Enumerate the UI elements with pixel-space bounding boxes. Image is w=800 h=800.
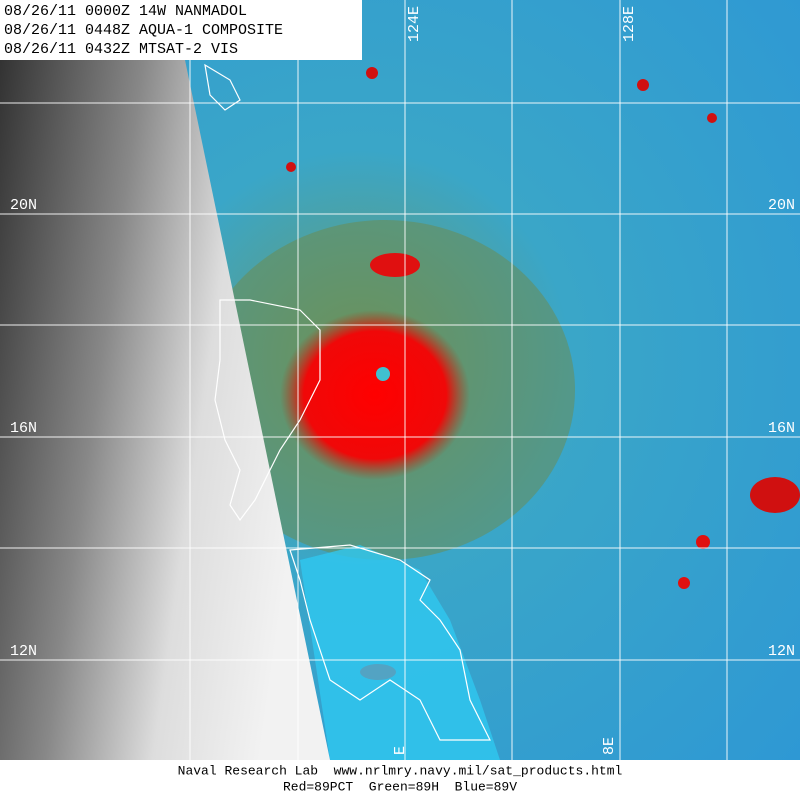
footer-line: Naval Research Lab www.nrlmry.navy.mil/s… <box>178 763 623 778</box>
convection <box>678 577 690 589</box>
coastline <box>214 299 321 522</box>
lat-label: 12N <box>768 643 795 660</box>
lon-label: 128E <box>621 6 638 42</box>
header-line: 08/26/11 0448Z AQUA-1 COMPOSITE <box>4 22 283 39</box>
header-line: 08/26/11 0432Z MTSAT-2 VIS <box>4 41 238 58</box>
convection <box>286 162 296 172</box>
typhoon-eye <box>376 367 390 381</box>
footer-box <box>0 760 800 800</box>
lat-label: 12N <box>10 643 37 660</box>
header-box <box>0 0 362 60</box>
lat-label: 16N <box>10 420 37 437</box>
header-line: 08/26/11 0000Z 14W NANMADOL <box>4 3 247 20</box>
lat-label: 20N <box>768 197 795 214</box>
lat-label: 16N <box>768 420 795 437</box>
convection <box>696 535 710 549</box>
visible-image <box>0 60 330 760</box>
lon-label: 124E <box>406 6 423 42</box>
typhoon-core <box>280 310 470 480</box>
grid <box>0 0 800 760</box>
convection <box>637 79 649 91</box>
lon-label: 8E <box>601 737 618 755</box>
convection <box>750 477 800 513</box>
convection <box>366 67 378 79</box>
convection <box>370 253 420 277</box>
convection <box>707 113 717 123</box>
footer-line: Red=89PCT Green=89H Blue=89V <box>283 779 517 794</box>
coastline <box>204 63 241 111</box>
lon-label: E <box>392 746 409 755</box>
lat-label: 20N <box>10 197 37 214</box>
land <box>300 545 500 760</box>
